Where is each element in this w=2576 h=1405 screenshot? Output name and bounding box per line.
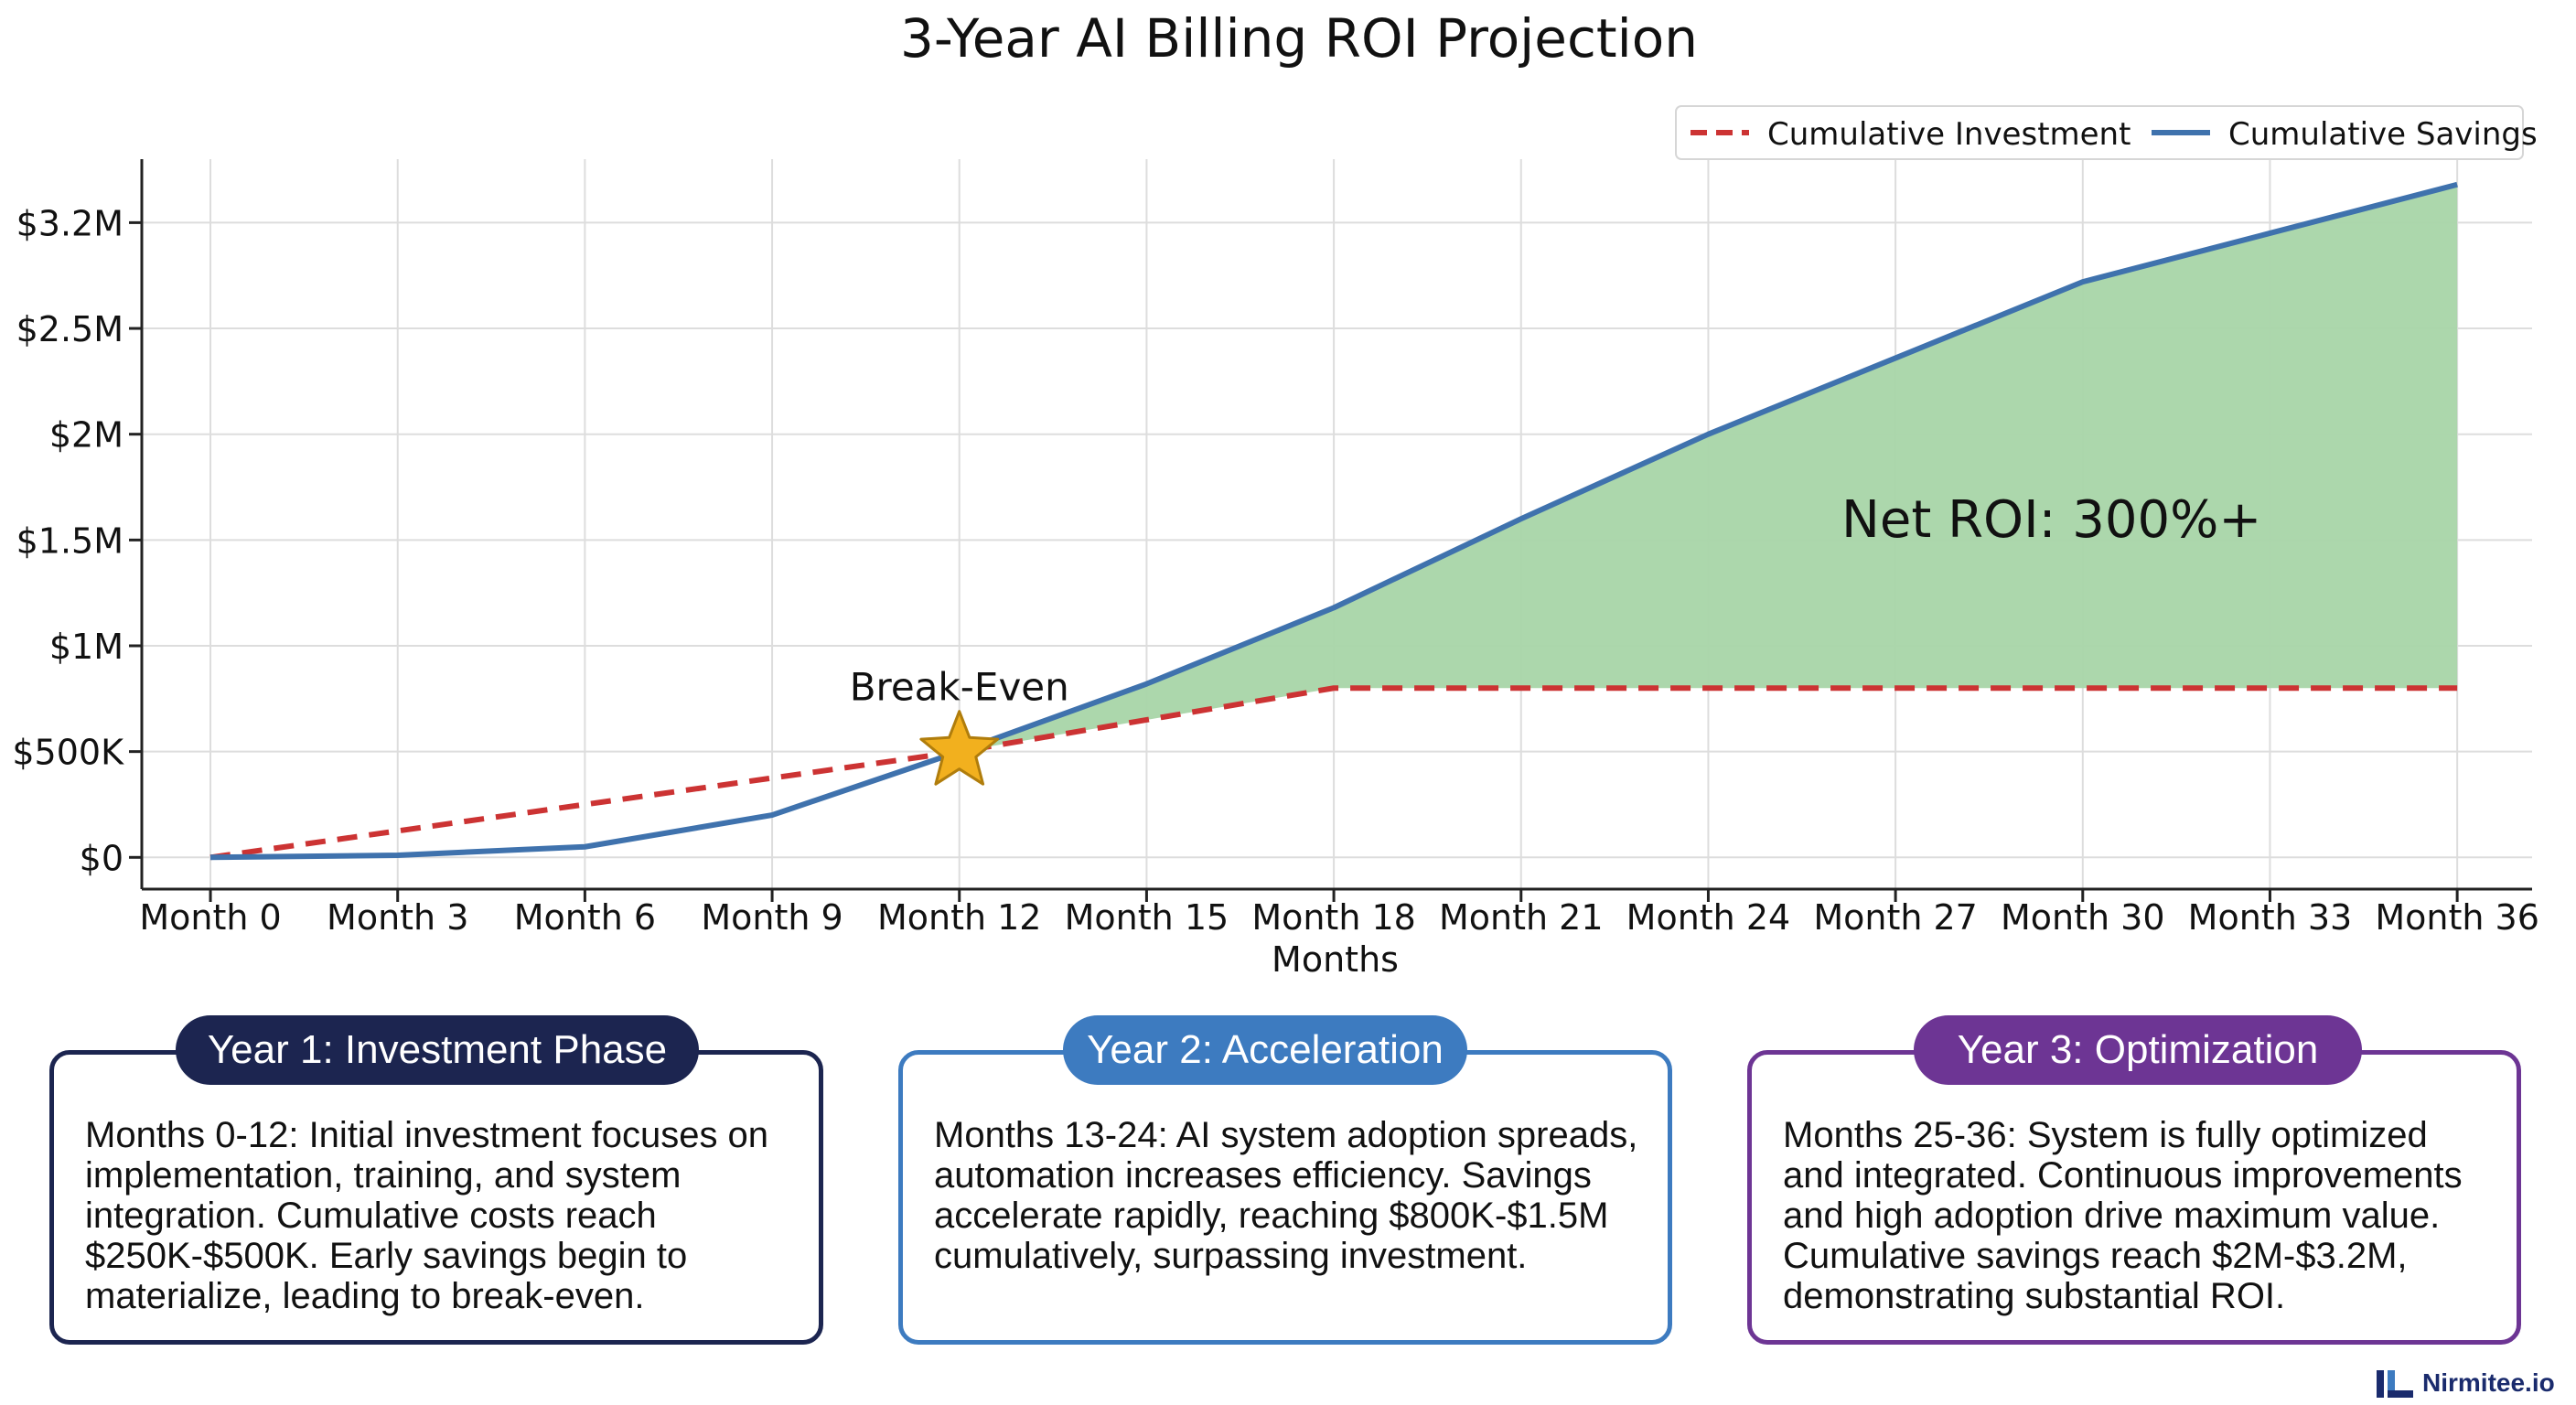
year2-card-text: Months 13-24: AI system adoption spreads…	[934, 1115, 1638, 1276]
year1-card: Months 0-12: Initial investment focuses …	[49, 1050, 823, 1345]
x-tick-label: Month 24	[1626, 897, 1791, 938]
year3-card-title: Year 3: Optimization	[1914, 1015, 2362, 1085]
x-tick-label: Month 21	[1439, 897, 1604, 938]
year2-card: Months 13-24: AI system adoption spreads…	[898, 1050, 1672, 1345]
y-tick-label: $500K	[12, 733, 124, 773]
chart-title: 3-Year AI Billing ROI Projection	[900, 7, 1698, 70]
year1-card-title: Year 1: Investment Phase	[176, 1015, 699, 1085]
x-tick-label: Month 33	[2188, 897, 2353, 938]
x-tick-label: Month 9	[701, 897, 843, 938]
legend-label-savings: Cumulative Savings	[2228, 116, 2538, 153]
legend-label-investment: Cumulative Investment	[1767, 116, 2131, 153]
x-tick-label: Month 27	[1813, 897, 1978, 938]
y-tick-label: $1M	[49, 627, 123, 667]
year3-card: Months 25-36: System is fully optimized …	[1747, 1050, 2521, 1345]
x-tick-label: Month 15	[1065, 897, 1229, 938]
break-even-star-marker	[919, 710, 1000, 786]
brand-name: Nirmitee.io	[2422, 1368, 2555, 1397]
x-tick-label: Month 12	[877, 897, 1042, 938]
year3-card-text: Months 25-36: System is fully optimized …	[1783, 1115, 2463, 1316]
x-tick-label: Month 18	[1251, 897, 1416, 938]
y-tick-label: $2.5M	[16, 309, 123, 349]
x-tick-label: Month 0	[139, 897, 281, 938]
roi-chart: 3-Year AI Billing ROI Projection $0 $500K $…	[12, 7, 2539, 980]
x-tick-label: Month 30	[2001, 897, 2165, 938]
y-tick-label: $2M	[49, 415, 123, 456]
series-line-investment	[209, 685, 2458, 861]
y-tick-label: $1.5M	[16, 520, 123, 561]
x-tick-label: Month 6	[514, 897, 656, 938]
y-tick-label: $3.2M	[16, 203, 123, 243]
x-tick-label: Month 36	[2375, 897, 2539, 938]
legend-box	[1675, 105, 2524, 160]
y-tick-label: $0	[80, 838, 123, 878]
x-tick-label: Month 3	[327, 897, 468, 938]
series-line-savings	[210, 181, 2458, 861]
net-roi-label: Net ROI: 300%+	[1841, 490, 2261, 550]
brand-logo: Nirmitee.io	[2375, 1367, 2555, 1400]
year1-card-text: Months 0-12: Initial investment focuses …	[85, 1115, 769, 1316]
year2-card-title: Year 2: Acceleration	[1063, 1015, 1467, 1085]
x-axis-label: Months	[1272, 939, 1399, 980]
break-even-label: Break-Even	[850, 665, 1069, 710]
nirmitee-logo-icon	[2377, 1370, 2413, 1398]
